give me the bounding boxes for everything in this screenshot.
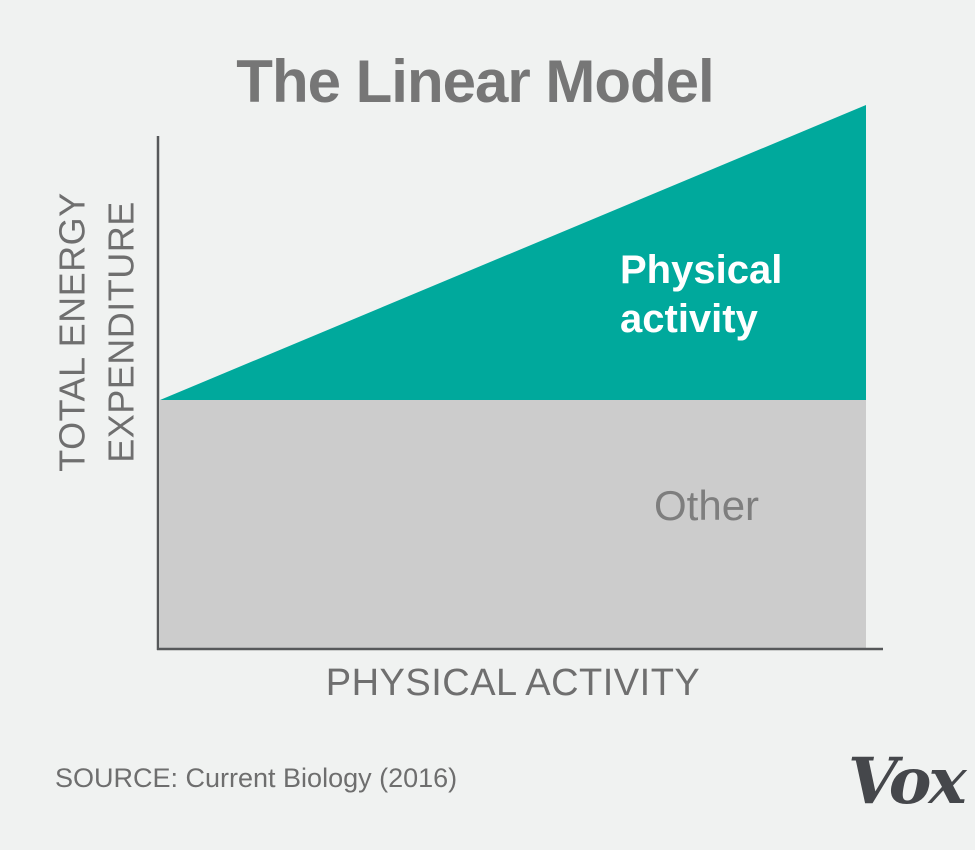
x-axis-label: PHYSICAL ACTIVITY xyxy=(325,662,701,704)
other-area xyxy=(160,400,866,649)
physical-activity-area xyxy=(160,105,866,400)
physical-activity-area-label: Physical activity xyxy=(620,248,783,341)
other-area-label: Other xyxy=(654,482,760,529)
y-axis-label: TOTAL ENERGY EXPENDITURE xyxy=(51,192,141,472)
chart-title: The Linear Model xyxy=(236,48,714,115)
vox-logo: Vox xyxy=(848,744,967,819)
source-text: SOURCE: Current Biology (2016) xyxy=(55,763,458,793)
